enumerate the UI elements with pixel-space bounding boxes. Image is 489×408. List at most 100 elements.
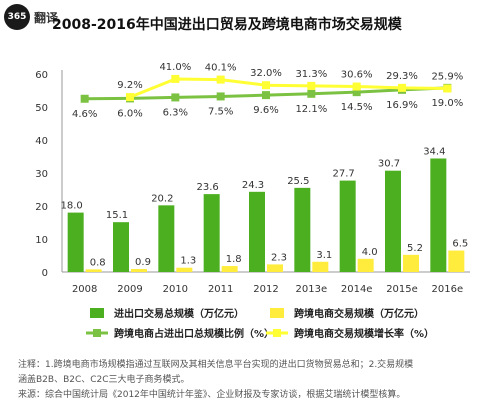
y-tick-label: 30: [35, 169, 48, 180]
bar-ecommerce: [267, 264, 283, 272]
x-tick-label: 2013e: [296, 284, 328, 295]
bar-ecommerce: [131, 269, 147, 272]
line-marker: [126, 93, 134, 102]
line-marker: [398, 83, 406, 92]
legend-swatch-bar: [90, 308, 104, 318]
line-value-label: 9.6%: [253, 105, 278, 116]
line-marker: [262, 81, 270, 90]
bar-value-label: 15.1: [106, 210, 128, 221]
line-value-label: 9.2%: [117, 80, 142, 91]
bar-value-label: 3.1: [316, 250, 332, 261]
legend-swatch-marker: [93, 329, 101, 337]
brand-label: 翻译: [34, 11, 59, 25]
line-value-label: 6.3%: [163, 107, 188, 118]
y-tick-label: 0: [42, 268, 48, 279]
bar-value-label: 0.9: [135, 257, 151, 268]
y-tick-label: 20: [35, 202, 48, 213]
line-value-label: 32.0%: [250, 68, 282, 79]
y-tick-label: 10: [35, 235, 48, 246]
note-line-3: 来源：综合中国统计局《2012年中国统计年鉴》、企业财报及专家访谈，根据艾瑞统计…: [18, 390, 406, 400]
line-marker: [352, 88, 361, 97]
footnotes: 注释：1.跨境电商市场规模指通过互联网及其相关信息平台实现的进出口货物贸易总和；…: [18, 358, 480, 403]
bar-value-label: 5.2: [407, 243, 423, 254]
x-tick-label: 2011: [208, 284, 233, 295]
legend-label: 进出口交易总规模（万亿元）: [114, 307, 244, 320]
line-value-label: 31.3%: [295, 69, 327, 80]
bar-value-label: 24.3: [242, 180, 264, 191]
bar-value-label: 18.0: [61, 201, 83, 212]
bar-ecommerce: [312, 261, 329, 272]
bar-ecommerce: [448, 250, 465, 272]
bar-trade-total: [67, 212, 84, 272]
line-marker: [171, 93, 180, 102]
line-marker: [443, 84, 452, 93]
line-value-label: 19.0%: [431, 98, 463, 109]
bar-value-label: 20.2: [151, 193, 173, 204]
bar-value-label: 4.0: [362, 247, 378, 258]
note-line-1: 注释：1.跨境电商市场规模指通过互联网及其相关信息平台实现的进出口货物贸易总和；…: [18, 360, 414, 370]
legend-label: 跨境电商交易规模增长率（%）: [294, 327, 434, 340]
legend-label: 跨境电商交易规模（万亿元）: [294, 307, 424, 320]
bar-trade-total: [203, 194, 220, 272]
bar-trade-total: [385, 170, 401, 272]
bar-trade-total: [430, 158, 447, 272]
bar-value-label: 34.4: [423, 146, 445, 157]
bar-trade-total: [113, 222, 129, 272]
line-value-label: 7.5%: [208, 106, 233, 117]
line-value-label: 6.0%: [117, 108, 142, 119]
x-tick-label: 2015e: [386, 284, 418, 295]
line-value-label: 40.1%: [205, 63, 237, 74]
y-tick-label: 60: [35, 70, 48, 81]
bar-trade-total: [339, 180, 356, 272]
line-marker: [352, 82, 361, 91]
y-tick-label: 40: [35, 136, 48, 147]
bar-ecommerce: [85, 269, 102, 272]
logo-365-icon: 365: [4, 4, 30, 30]
note-line-2: 涵盖B2B、B2C、C2C三大电子商务模式。: [18, 375, 190, 385]
line-value-label: 29.3%: [386, 71, 418, 82]
line-value-label: 14.5%: [341, 102, 373, 113]
legend-label: 跨境电商占进出口总规模比例（%）: [114, 327, 274, 340]
bar-trade-total: [158, 205, 175, 272]
line-value-label: 41.0%: [159, 62, 191, 73]
bar-ecommerce: [403, 254, 419, 272]
line-value-label: 30.6%: [341, 70, 373, 81]
x-tick-label: 2010: [163, 284, 188, 295]
line-marker: [216, 92, 225, 101]
line-marker: [171, 74, 180, 83]
bar-value-label: 2.3: [271, 252, 287, 263]
line-marker: [80, 94, 89, 103]
y-tick-label: 50: [35, 103, 48, 114]
line-marker: [307, 81, 316, 90]
x-tick-label: 2014e: [341, 284, 373, 295]
line-value-label: 4.6%: [72, 109, 97, 120]
bar-ecommerce: [221, 266, 238, 272]
line-marker: [262, 91, 270, 100]
legend-swatch-bar: [270, 308, 284, 318]
line-marker: [307, 89, 316, 98]
bar-trade-total: [294, 187, 311, 272]
line-value-label: 25.9%: [431, 72, 463, 83]
chart-title: 2008-2016年中国进出口贸易及跨境电商市场交易规模: [52, 17, 402, 33]
bar-value-label: 25.5: [287, 176, 309, 187]
chart-svg: 0 10 20 30 40 50 60 18.0 15.1 20.2 23.6 24.3 25.5 27.…: [35, 62, 470, 340]
x-tick-label: 2009: [117, 284, 142, 295]
legend-swatch-marker: [273, 329, 281, 337]
bar-value-label: 1.8: [226, 254, 242, 265]
bar-value-label: 0.8: [90, 257, 106, 268]
x-tick-label: 2012: [253, 284, 278, 295]
bar-ecommerce: [176, 267, 193, 272]
bar-ecommerce: [357, 258, 374, 272]
bar-value-label: 30.7: [378, 159, 400, 170]
bar-value-label: 6.5: [452, 239, 468, 250]
line-marker: [216, 75, 225, 84]
bar-value-label: 27.7: [333, 169, 355, 180]
x-tick-label: 2008: [72, 284, 97, 295]
bar-trade-total: [249, 191, 265, 272]
line-growth: [129, 77, 448, 99]
bar-value-label: 1.3: [180, 256, 196, 267]
x-tick-label: 2016e: [432, 284, 464, 295]
line-value-label: 12.1%: [295, 104, 327, 115]
bar-value-label: 23.6: [197, 182, 219, 193]
